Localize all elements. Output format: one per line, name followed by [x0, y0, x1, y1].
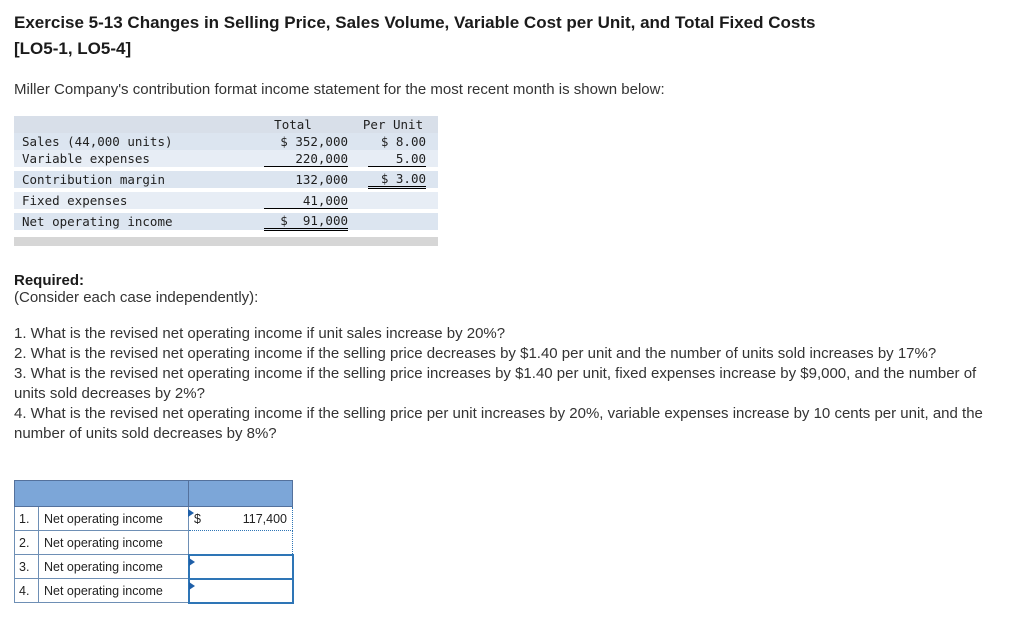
prompt-triangle-icon [188, 581, 195, 590]
answer-row-2: 2. Net operating income [14, 530, 293, 555]
required-heading: Required: [14, 272, 85, 289]
answer-row-4: 4. Net operating income [14, 577, 294, 604]
question-list: 1. What is the revised net operating inc… [14, 324, 1010, 444]
answer-row-label: Net operating income [38, 530, 189, 555]
income-statement-table: Total Per Unit Sales (44,000 units) $ 35… [14, 116, 438, 231]
statement-row-variable-expenses: Variable expenses 220,000 5.00 [14, 150, 438, 167]
answer-row-label: Net operating income [38, 578, 189, 603]
row-label: Sales (44,000 units) [22, 134, 173, 149]
answer-input-1[interactable]: $ 117,400 [188, 506, 293, 531]
prompt-triangle-icon [188, 509, 194, 517]
answer-header-label-cell [14, 480, 189, 507]
answer-input-4[interactable] [187, 577, 294, 604]
fixed-expenses-total: 41,000 [264, 193, 348, 209]
answer-row-number: 2. [14, 530, 39, 555]
intro-text: Miller Company's contribution format inc… [14, 81, 665, 98]
column-header-total: Total [274, 117, 312, 132]
answer-value: 117,400 [242, 511, 287, 526]
question-1: 1. What is the revised net operating inc… [14, 325, 506, 342]
statement-header-row: Total Per Unit [14, 116, 438, 133]
prompt-triangle-icon [188, 557, 195, 566]
contribution-margin-total: 132,000 [295, 172, 348, 187]
answer-row-number: 1. [14, 506, 39, 531]
net-operating-income-total: $ 91,000 [264, 213, 348, 231]
contribution-margin-per-unit: $ 3.00 [368, 171, 426, 189]
row-label: Variable expenses [22, 151, 150, 166]
row-label: Net operating income [22, 214, 173, 229]
answer-header-value-cell [188, 480, 293, 507]
row-label: Contribution margin [22, 172, 165, 187]
answer-row-number: 3. [14, 554, 39, 579]
variable-expenses-total: 220,000 [264, 151, 348, 167]
required-note: (Consider each case independently): [14, 289, 259, 306]
currency-symbol: $ [194, 511, 201, 526]
answer-table-header-row [14, 480, 293, 507]
page-title: Exercise 5-13 Changes in Selling Price, … [14, 10, 1010, 61]
statement-row-net-operating-income: Net operating income $ 91,000 [14, 213, 438, 231]
answer-input-3[interactable] [187, 553, 294, 580]
sales-per-unit: $ 8.00 [380, 134, 426, 149]
statement-row-fixed-expenses: Fixed expenses 41,000 [14, 192, 438, 209]
row-label: Fixed expenses [22, 193, 128, 208]
column-header-per-unit: Per Unit [362, 117, 424, 132]
statement-scroll-track[interactable] [14, 237, 438, 246]
answer-row-number: 4. [14, 578, 39, 603]
answer-row-label: Net operating income [38, 554, 189, 579]
sales-total: $ 352,000 [280, 134, 348, 149]
exercise-page: Exercise 5-13 Changes in Selling Price, … [14, 10, 1010, 604]
required-section: Required: (Consider each case independen… [14, 272, 1010, 306]
answer-row-label: Net operating income [38, 506, 189, 531]
answer-table: 1. Net operating income $ 117,400 2. Net… [14, 480, 294, 604]
question-2: 2. What is the revised net operating inc… [14, 345, 937, 362]
question-4: 4. What is the revised net operating inc… [14, 405, 983, 442]
statement-row-sales: Sales (44,000 units) $ 352,000 $ 8.00 [14, 133, 438, 150]
question-3: 3. What is the revised net operating inc… [14, 365, 977, 402]
answer-input-2[interactable] [188, 530, 293, 555]
title-line1: Exercise 5-13 Changes in Selling Price, … [14, 13, 816, 32]
statement-row-contribution-margin: Contribution margin 132,000 $ 3.00 [14, 171, 438, 189]
answer-row-1: 1. Net operating income $ 117,400 [14, 506, 293, 531]
title-line2: [LO5-1, LO5-4] [14, 38, 132, 58]
answer-row-3: 3. Net operating income [14, 553, 294, 580]
variable-expenses-per-unit: 5.00 [368, 151, 426, 167]
